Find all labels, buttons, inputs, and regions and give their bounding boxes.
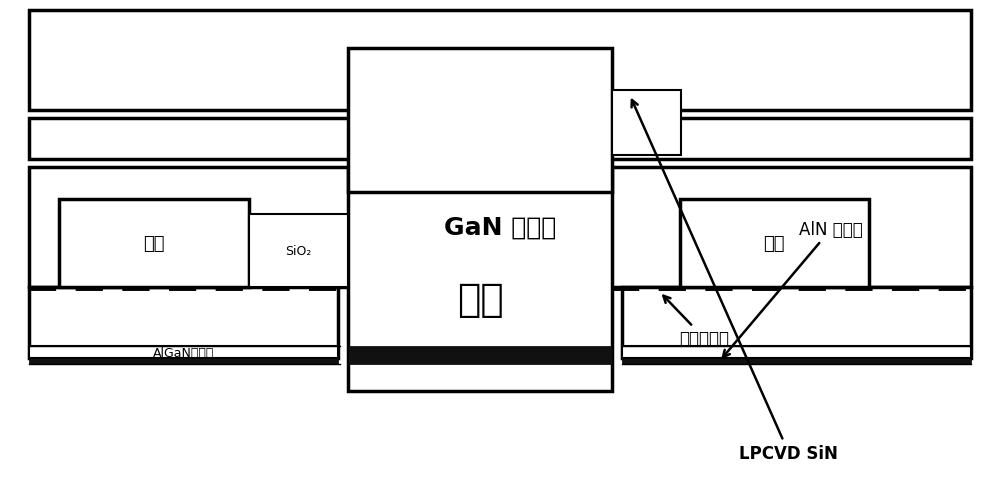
Bar bbox=[348, 49, 612, 193]
Bar bbox=[622, 359, 971, 365]
Text: AlN  成核层: AlN 成核层 bbox=[459, 130, 541, 149]
Bar bbox=[680, 200, 869, 287]
Bar bbox=[612, 91, 681, 155]
Bar bbox=[249, 215, 348, 287]
Bar bbox=[29, 119, 971, 160]
Text: LPCVD SiN: LPCVD SiN bbox=[632, 101, 838, 462]
Text: SiO₂: SiO₂ bbox=[285, 244, 312, 258]
Text: AlGaN势垒层: AlGaN势垒层 bbox=[153, 346, 215, 359]
Bar bbox=[622, 346, 971, 359]
Bar bbox=[29, 346, 338, 359]
Text: 阴极: 阴极 bbox=[763, 235, 785, 252]
Bar bbox=[622, 287, 971, 359]
Bar bbox=[29, 168, 971, 287]
Text: 阳极: 阳极 bbox=[457, 280, 503, 318]
Bar bbox=[29, 287, 338, 359]
Bar bbox=[29, 11, 971, 111]
Text: 阴极: 阴极 bbox=[143, 235, 165, 252]
Bar bbox=[29, 359, 338, 365]
Text: GaN 缓冲层: GaN 缓冲层 bbox=[444, 216, 556, 240]
Bar bbox=[348, 346, 612, 365]
Text: SiC衬底: SiC衬底 bbox=[454, 46, 546, 75]
Text: AlN 插入层: AlN 插入层 bbox=[723, 221, 863, 357]
Bar bbox=[348, 168, 612, 391]
Bar bbox=[59, 200, 249, 287]
Text: 二维电子气: 二维电子气 bbox=[663, 296, 730, 348]
